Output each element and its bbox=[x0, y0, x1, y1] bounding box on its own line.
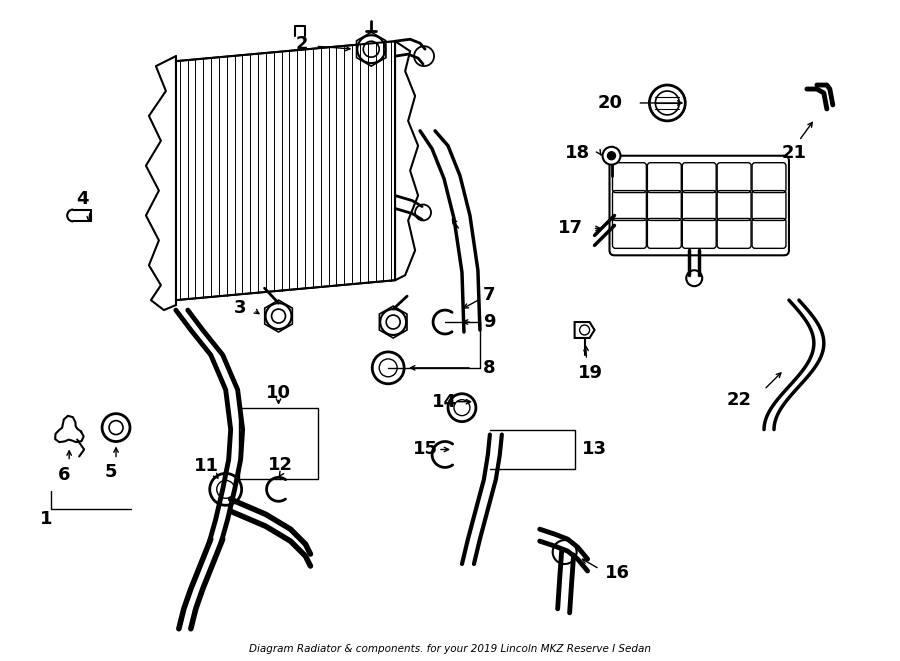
Text: 10: 10 bbox=[266, 384, 291, 402]
Text: 3: 3 bbox=[234, 299, 247, 317]
Text: 2: 2 bbox=[295, 35, 308, 53]
Text: 16: 16 bbox=[605, 564, 629, 582]
Circle shape bbox=[357, 35, 385, 63]
Text: 17: 17 bbox=[558, 219, 582, 237]
Text: 7: 7 bbox=[483, 286, 495, 304]
Circle shape bbox=[109, 420, 123, 434]
Text: 18: 18 bbox=[564, 143, 590, 162]
Text: 4: 4 bbox=[76, 190, 89, 208]
Circle shape bbox=[608, 152, 616, 160]
FancyBboxPatch shape bbox=[609, 156, 789, 255]
Text: 8: 8 bbox=[483, 359, 496, 377]
Text: 12: 12 bbox=[267, 457, 293, 475]
Circle shape bbox=[102, 414, 130, 442]
Circle shape bbox=[380, 309, 406, 335]
Text: Diagram Radiator & components. for your 2019 Lincoln MKZ Reserve I Sedan: Diagram Radiator & components. for your … bbox=[249, 644, 651, 654]
Circle shape bbox=[602, 147, 620, 165]
Circle shape bbox=[373, 352, 404, 384]
Polygon shape bbox=[176, 41, 395, 300]
Text: 20: 20 bbox=[598, 94, 623, 112]
Text: 6: 6 bbox=[58, 467, 70, 485]
Circle shape bbox=[448, 394, 476, 422]
Text: 22: 22 bbox=[726, 391, 752, 408]
Circle shape bbox=[217, 481, 235, 498]
Text: 19: 19 bbox=[578, 364, 603, 382]
Circle shape bbox=[379, 359, 397, 377]
Text: 5: 5 bbox=[104, 463, 117, 481]
Circle shape bbox=[454, 400, 470, 416]
Text: 1: 1 bbox=[40, 510, 52, 528]
Text: 9: 9 bbox=[483, 313, 495, 331]
Text: 11: 11 bbox=[194, 457, 219, 475]
Text: 13: 13 bbox=[581, 440, 607, 459]
Text: 15: 15 bbox=[413, 440, 438, 459]
Circle shape bbox=[210, 473, 241, 505]
Text: 21: 21 bbox=[781, 143, 806, 162]
Text: 14: 14 bbox=[432, 393, 457, 410]
Circle shape bbox=[650, 85, 685, 121]
Circle shape bbox=[266, 303, 292, 329]
